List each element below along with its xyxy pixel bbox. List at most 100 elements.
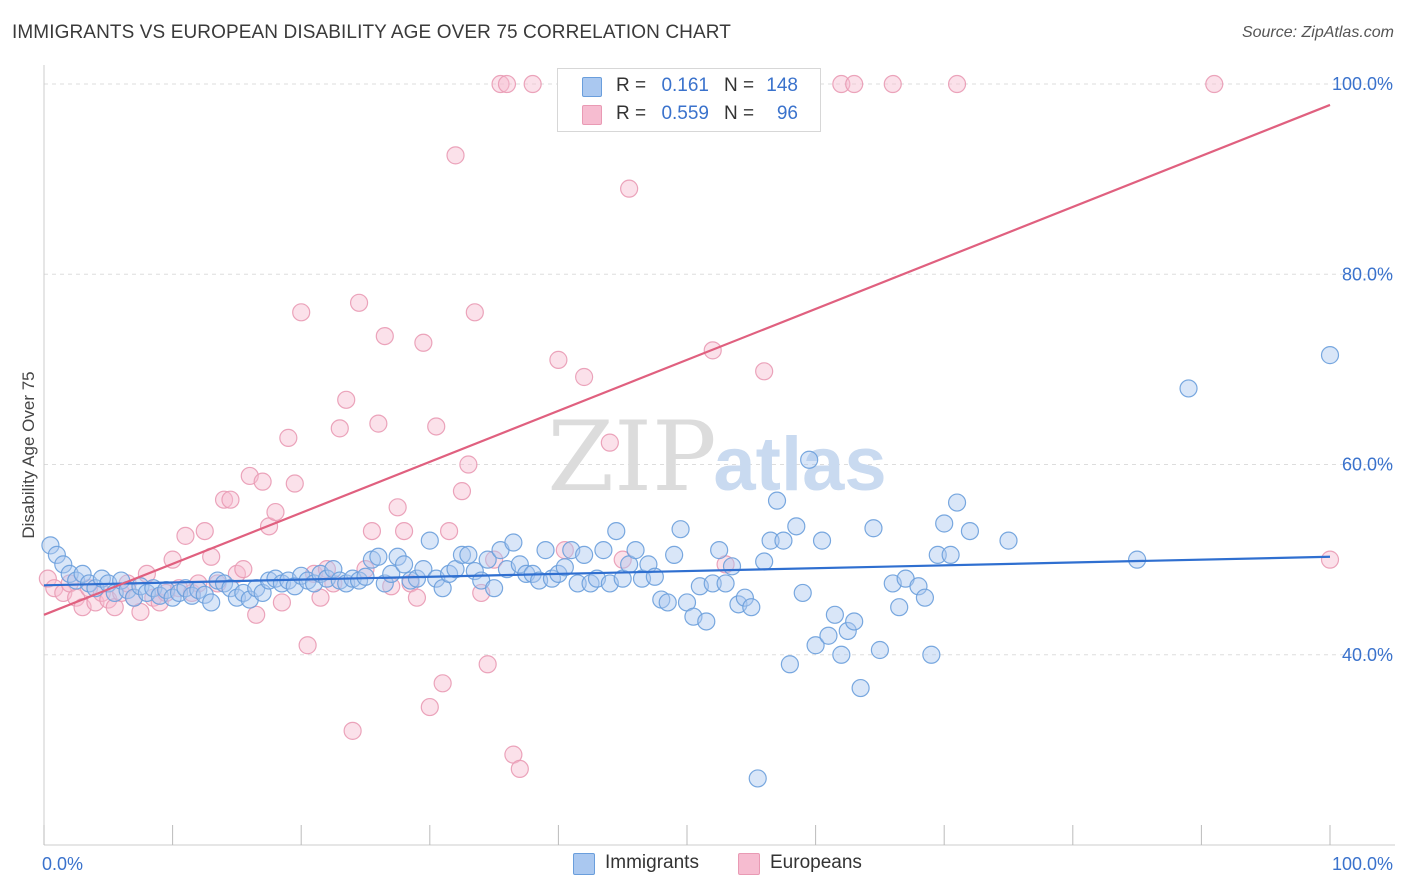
europeans-point <box>575 367 594 387</box>
europeans-point <box>214 490 234 509</box>
immigrants-trend-line <box>43 555 1331 587</box>
immigrants-point <box>60 564 79 584</box>
europeans-point <box>497 74 517 94</box>
immigrants-point <box>459 545 478 564</box>
immigrants-point <box>819 626 838 645</box>
immigrants-point <box>407 569 427 588</box>
immigrants-point <box>420 531 439 550</box>
europeans-point <box>330 419 349 438</box>
europeans-point <box>349 293 369 312</box>
europeans-point <box>38 569 57 588</box>
europeans-point <box>459 455 478 474</box>
europeans-point <box>266 502 285 522</box>
europeans-point <box>279 428 298 447</box>
immigrants-point <box>504 533 523 552</box>
immigrants-point <box>825 605 844 624</box>
immigrants-point <box>845 612 864 631</box>
europeans-point <box>298 636 317 655</box>
europeans-point <box>446 146 465 165</box>
europeans-point <box>523 74 542 94</box>
europeans-point <box>292 303 311 322</box>
europeans-point <box>247 605 266 624</box>
europeans-point <box>420 697 439 717</box>
n-value: 96 <box>776 103 798 124</box>
n-value: 148 <box>766 75 798 96</box>
europeans-swatch <box>582 105 602 125</box>
immigrants-point <box>388 547 407 566</box>
immigrants-point <box>607 521 626 541</box>
immigrants-point <box>324 560 343 579</box>
immigrants-point <box>510 555 529 574</box>
europeans-point <box>549 350 568 369</box>
watermark-atlas: atlas <box>713 422 886 507</box>
europeans-point <box>465 303 484 322</box>
immigrants-point <box>851 678 870 698</box>
immigrants-point <box>780 655 799 674</box>
immigrants-point <box>41 536 60 555</box>
immigrants-point <box>452 545 472 564</box>
chart-title: IMMIGRANTS VS EUROPEAN DISABILITY AGE OV… <box>12 22 731 43</box>
europeans-point <box>388 498 407 517</box>
immigrants-point <box>716 574 735 593</box>
y-axis-label: Disability Age Over 75 <box>19 371 38 538</box>
immigrants-point <box>710 541 729 560</box>
y-tick-label: 40.0% <box>1342 645 1393 665</box>
y-tick-label: 60.0% <box>1342 455 1393 475</box>
immigrants-point <box>742 598 761 617</box>
watermark: ZIP atlas <box>547 401 886 513</box>
n-label: N = <box>724 103 755 124</box>
immigrants-point <box>890 598 909 617</box>
immigrants-point <box>735 588 754 607</box>
europeans-point <box>427 417 446 436</box>
immigrants-point <box>594 541 613 560</box>
europeans-point <box>620 179 639 198</box>
europeans-point <box>439 521 459 541</box>
r-value: 0.559 <box>661 103 709 124</box>
immigrants-point <box>870 640 890 660</box>
r-value: 0.161 <box>661 75 709 96</box>
immigrants-point <box>665 545 684 564</box>
immigrants-point <box>774 531 793 550</box>
immigrants-legend-swatch <box>573 853 595 875</box>
immigrants-point <box>755 552 774 571</box>
europeans-point <box>510 759 529 779</box>
immigrants-point <box>671 520 690 539</box>
stats-legend: R = 0.161 N = 148 R = 0.559 N = 96 <box>557 68 821 132</box>
immigrants-point <box>838 621 857 641</box>
immigrants-point <box>485 579 504 598</box>
europeans-point <box>234 560 253 579</box>
immigrants-point <box>47 545 66 564</box>
immigrants-point <box>356 567 375 586</box>
immigrants-point <box>478 550 497 569</box>
immigrants-point <box>73 564 92 584</box>
immigrants-point <box>54 555 73 574</box>
europeans-point <box>832 74 851 94</box>
europeans-point <box>947 74 967 94</box>
trend-lines <box>43 103 1331 616</box>
europeans-trend-line <box>43 103 1331 616</box>
y-tick-label: 100.0% <box>1332 74 1393 94</box>
immigrants-point <box>626 541 645 560</box>
europeans-point <box>414 333 433 352</box>
immigrants-point <box>999 531 1018 550</box>
axes <box>43 65 1395 846</box>
immigrants-point <box>658 593 677 612</box>
europeans-point <box>407 588 427 607</box>
immigrants-point <box>864 519 883 538</box>
watermark-zip: ZIP <box>547 401 716 513</box>
immigrants-point <box>767 491 787 510</box>
immigrants-legend-label: Immigrants <box>605 852 699 873</box>
europeans-point <box>491 74 510 94</box>
europeans-point <box>375 326 394 346</box>
y-tick-label: 80.0% <box>1342 264 1393 284</box>
europeans-point <box>1320 550 1340 569</box>
immigrants-point <box>1179 379 1198 398</box>
europeans-point <box>369 414 388 433</box>
europeans-point <box>362 521 382 541</box>
europeans-point <box>600 433 619 452</box>
europeans-point <box>285 474 304 493</box>
immigrants-point <box>375 574 394 593</box>
immigrants-point <box>575 545 594 564</box>
stats-row-immigrants: R = 0.161 N = 148 <box>558 73 820 99</box>
